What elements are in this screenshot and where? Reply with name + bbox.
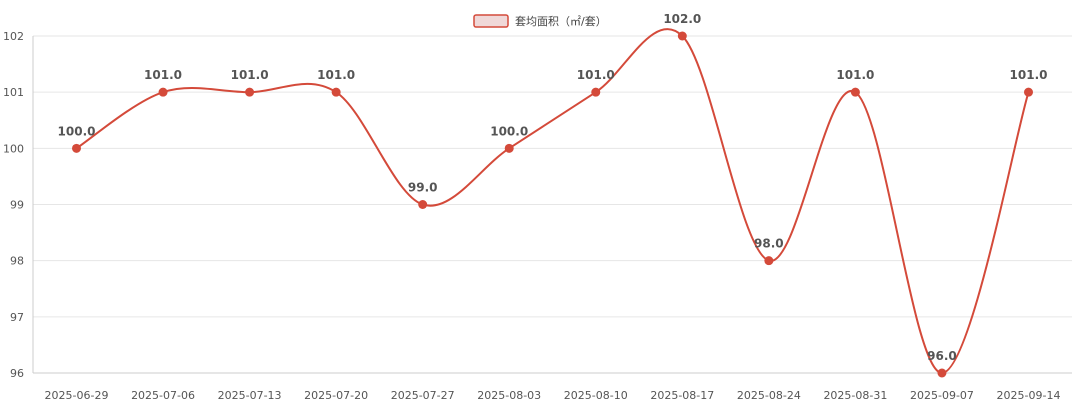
x-tick-label: 2025-07-06	[131, 389, 195, 402]
data-point[interactable]	[72, 143, 81, 153]
data-labels: 100.0 101.0 101.0 101.0 99.0 100.0 101.0 102.0 9…	[58, 12, 1048, 363]
data-point[interactable]	[764, 256, 774, 266]
data-point[interactable]	[1024, 87, 1033, 97]
data-point[interactable]	[331, 87, 341, 97]
y-tick-label: 96	[10, 367, 24, 380]
grid-lines	[33, 35, 1072, 318]
data-label: 100.0	[58, 124, 96, 138]
data-points	[72, 31, 1033, 378]
data-point[interactable]	[504, 143, 514, 153]
legend-swatch	[473, 14, 509, 28]
data-point[interactable]	[158, 87, 168, 97]
data-label: 96.0	[927, 349, 957, 363]
y-tick-label: 100	[3, 142, 24, 155]
data-label: 101.0	[144, 68, 182, 82]
x-tick-label: 2025-08-24	[737, 389, 801, 402]
x-tick-label: 2025-07-20	[304, 389, 368, 402]
data-point[interactable]	[245, 87, 255, 97]
data-label: 101.0	[317, 68, 355, 82]
data-label: 101.0	[836, 68, 874, 82]
data-label: 101.0	[577, 68, 615, 82]
x-tick-label: 2025-09-14	[997, 389, 1061, 402]
data-label: 101.0	[231, 68, 269, 82]
y-tick-label: 98	[10, 255, 24, 268]
legend[interactable]: 套均面积（㎡/套）	[473, 14, 607, 28]
x-tick-label: 2025-06-29	[45, 389, 109, 402]
x-axis-ticks: 2025-06-29 2025-07-06 2025-07-13 2025-07-20…	[45, 389, 1061, 402]
x-tick-label: 2025-08-17	[650, 389, 714, 402]
data-point[interactable]	[591, 87, 601, 97]
x-tick-label: 2025-08-03	[477, 389, 541, 402]
x-tick-label: 2025-09-07	[910, 389, 974, 402]
legend-label: 套均面积（㎡/套）	[515, 15, 607, 28]
y-axis-ticks: 96 97 98 99 100 101 102	[3, 30, 24, 380]
data-label: 98.0	[754, 237, 784, 251]
data-point[interactable]	[418, 200, 428, 209]
y-tick-label: 102	[3, 30, 24, 43]
x-tick-label: 2025-08-10	[564, 389, 628, 402]
data-label: 100.0	[490, 124, 528, 138]
y-tick-label: 97	[10, 311, 24, 324]
data-point[interactable]	[937, 368, 947, 378]
data-point[interactable]	[850, 87, 860, 97]
x-tick-label: 2025-07-13	[218, 389, 282, 402]
axes	[32, 36, 1072, 374]
x-tick-label: 2025-08-31	[823, 389, 887, 402]
data-label: 102.0	[663, 12, 701, 26]
series-line	[75, 28, 1030, 375]
data-label: 99.0	[408, 181, 438, 195]
y-tick-label: 101	[3, 86, 24, 99]
data-label: 101.0	[1010, 68, 1048, 82]
data-point[interactable]	[677, 31, 687, 41]
x-tick-label: 2025-07-27	[391, 389, 455, 402]
y-tick-label: 99	[10, 199, 24, 212]
